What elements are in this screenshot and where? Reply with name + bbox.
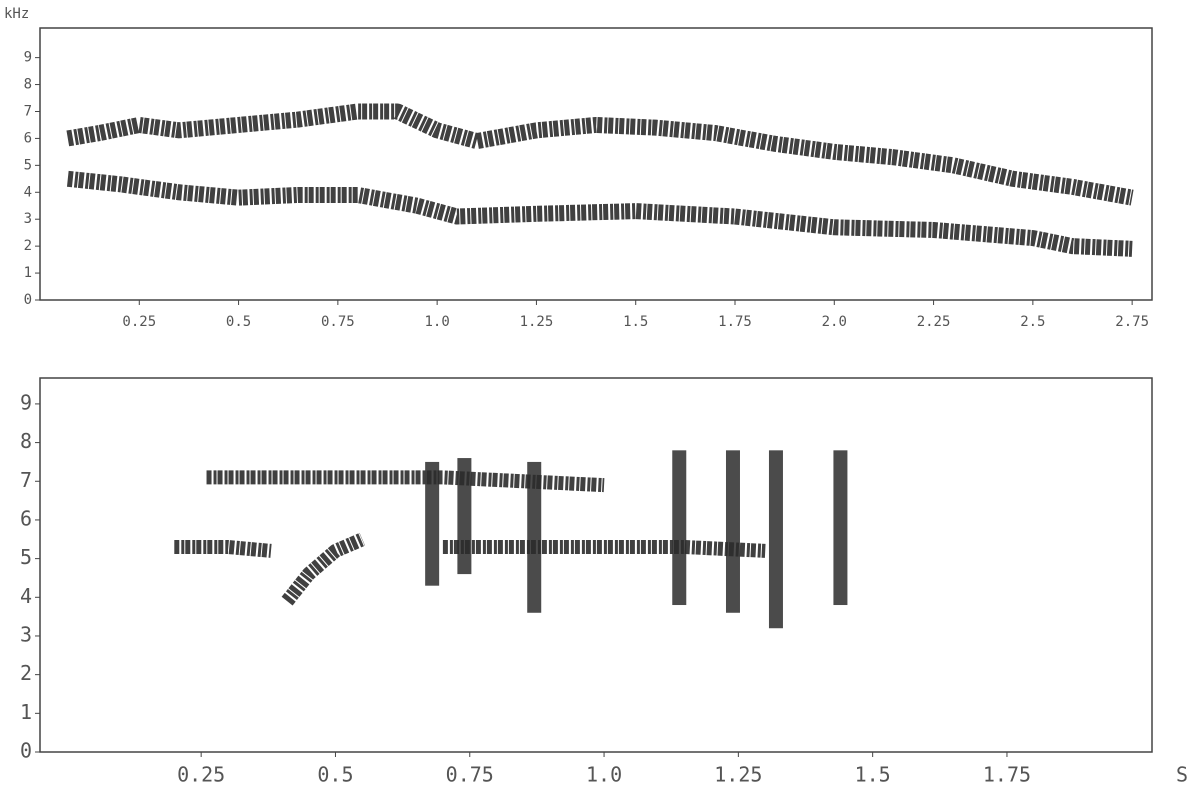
spectrogram-panel: 0 1 2 3 4 5 6 7 8 9 0.25 0.5 0.75 1.0 1.25 1.5 1.75 2.0 2.… (4, 6, 1153, 330)
y-tick-label: 1 (20, 700, 32, 724)
y-tick-label: 5 (20, 545, 32, 569)
y-tick-label: 6 (24, 130, 32, 146)
y-tick-label: 8 (20, 429, 32, 453)
x-axis-label: S (1176, 763, 1188, 787)
y-tick-label: 0 (24, 292, 32, 308)
x-tick-label: 1.25 (520, 314, 554, 330)
burst (725, 450, 740, 613)
y-tick-label: 4 (24, 184, 32, 200)
spectral-trace (174, 540, 272, 558)
x-tick-label: 0.75 (321, 314, 355, 330)
y-tick-label: 9 (24, 50, 32, 66)
x-tick-label: 2.25 (917, 314, 951, 330)
plot-frame (39, 377, 1153, 753)
x-tick-label: 1.75 (718, 314, 752, 330)
burst (527, 461, 542, 613)
spectral-trace (442, 540, 766, 558)
y-tick-label: 3 (24, 211, 32, 227)
spectrogram-panel: 0 1 2 3 4 5 6 7 8 9 0.25 0.5 0.75 1.0 1.25 1.5 1.75 S (20, 377, 1188, 787)
y-tick-label: 9 (20, 390, 32, 414)
burst (672, 450, 687, 606)
y-tick-label: 6 (20, 506, 32, 530)
x-tick-label: 1.5 (623, 314, 648, 330)
burst (457, 458, 472, 575)
y-tick-label: 3 (20, 622, 32, 646)
x-tick-label: 0.25 (122, 314, 156, 330)
spectral-trace (281, 532, 366, 606)
burst (833, 450, 848, 606)
spectral-trace (66, 170, 1133, 257)
x-tick-label: 2.5 (1020, 314, 1045, 330)
y-tick-label: 4 (20, 584, 32, 608)
x-tick-label: 0.5 (226, 314, 251, 330)
x-tick-label: 1.0 (424, 314, 449, 330)
burst (768, 450, 783, 629)
x-tick-label: 2.0 (822, 314, 847, 330)
y-tick-label: 7 (20, 468, 32, 492)
y-tick-label: 2 (20, 661, 32, 685)
spectral-trace (206, 470, 605, 493)
x-tick-label: 0.75 (446, 763, 494, 787)
x-tick-label: 0.5 (317, 763, 353, 787)
y-tick-label: 2 (24, 238, 32, 254)
y-tick-label: 7 (24, 103, 32, 119)
x-tick-label: 1.25 (714, 763, 762, 787)
y-tick-label: 8 (24, 77, 32, 93)
y-tick-label: 0 (20, 739, 32, 763)
y-axis-label: kHz (4, 6, 29, 22)
x-tick-label: 0.25 (177, 763, 225, 787)
y-tick-label: 1 (24, 265, 32, 281)
x-tick-label: 1.75 (983, 763, 1031, 787)
burst (425, 461, 440, 586)
spectral-trace (66, 103, 1134, 206)
x-tick-label: 1.5 (855, 763, 891, 787)
x-tick-label: 2.75 (1115, 314, 1149, 330)
x-tick-label: 1.0 (586, 763, 622, 787)
plot-frame (39, 27, 1153, 301)
y-tick-label: 5 (24, 157, 32, 173)
